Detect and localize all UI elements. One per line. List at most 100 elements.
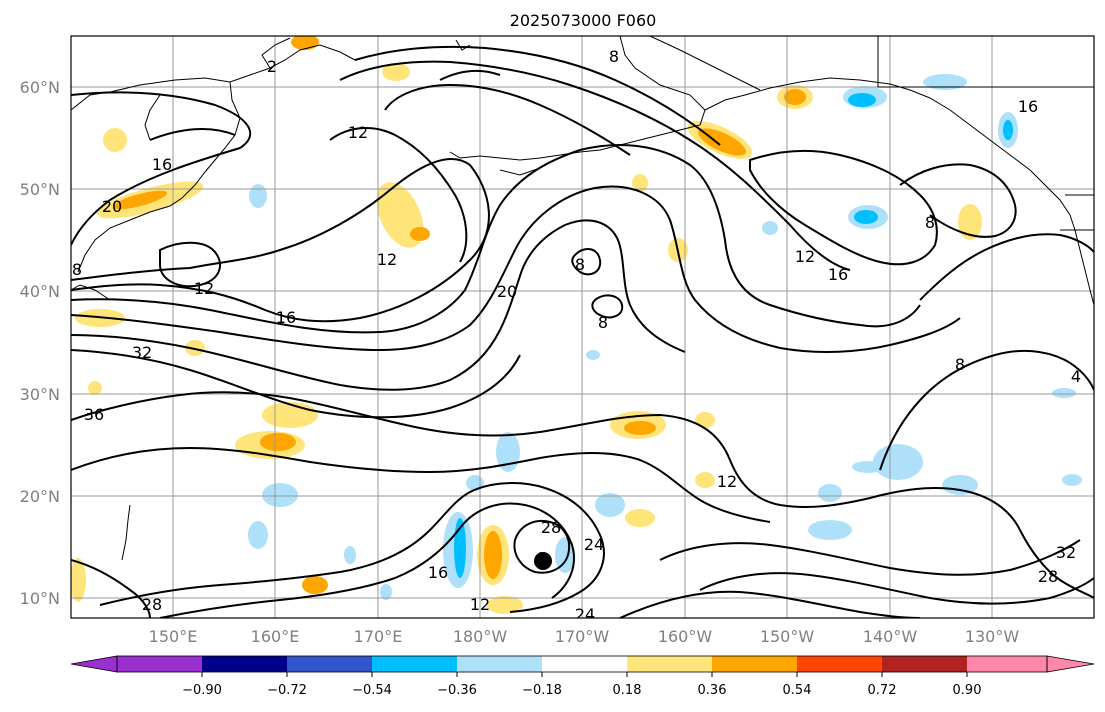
anomaly-patch [262, 402, 318, 428]
lat-label: 40°N [20, 282, 60, 301]
anomaly-patch [376, 182, 424, 248]
anomaly-patch [260, 433, 296, 451]
contour-label: 12 [717, 472, 737, 491]
colorbar-segment [372, 656, 457, 672]
contour-label: 12 [470, 595, 490, 614]
colorbar-segment [202, 656, 287, 672]
anomaly-patch [410, 227, 430, 241]
lon-label: 150°W [760, 627, 815, 646]
colorbar-segment [627, 656, 712, 672]
contour-label: 2 [267, 57, 277, 76]
contour-label: 16 [828, 265, 848, 284]
contour-label: 16 [1018, 97, 1038, 116]
anomaly-patch [487, 596, 523, 614]
map-area: 2 8 16 12 16 20 12 16 8 20 8 8 12 12 8 1… [71, 36, 1094, 618]
anomaly-patch [695, 412, 715, 428]
anomaly-patch [625, 509, 655, 527]
colorbar-segment [117, 656, 202, 672]
anomaly-patch [496, 432, 520, 472]
colorbar-segment [457, 656, 542, 672]
anomaly-patch [1003, 120, 1013, 140]
contour-label: 12 [795, 247, 815, 266]
contour-labels: 2 8 16 12 16 20 12 16 8 20 8 8 12 12 8 1… [72, 47, 1081, 618]
anomaly-patch [698, 128, 746, 156]
colorbar-segment [712, 656, 797, 672]
anomaly-patch [88, 381, 102, 395]
contour-label: 24 [584, 535, 604, 554]
colorbar-tick-label: −0.18 [522, 683, 562, 698]
contour-label: 8 [955, 355, 965, 374]
colorbar: −0.90 −0.72 −0.54 −0.36 −0.18 0.18 0.36 … [70, 655, 1095, 698]
anomaly-patch [632, 174, 648, 192]
lon-label: 160°W [658, 627, 713, 646]
contour-label: 20 [497, 282, 517, 301]
anomaly-patch [854, 210, 878, 224]
anomaly-patch [249, 184, 267, 208]
anomaly-patch [595, 493, 625, 517]
colorbar-tick-label: 0.18 [613, 683, 642, 698]
anomaly-patch [466, 475, 484, 491]
colorbar-tick-label: −0.36 [437, 683, 477, 698]
coastlines [71, 36, 1094, 563]
contour-label: 16 [152, 155, 172, 174]
anomaly-patch [852, 461, 884, 473]
shaded-anomalies [71, 36, 1082, 614]
anomaly-patch [808, 520, 852, 540]
colorbar-segment [287, 656, 372, 672]
colorbar-tick-label: 0.72 [868, 683, 897, 698]
contour-label: 28 [1038, 567, 1058, 586]
lat-label: 20°N [20, 487, 60, 506]
anomaly-patch [112, 190, 168, 210]
colorbar-tick-label: 0.54 [783, 683, 812, 698]
anomaly-patch [624, 421, 656, 435]
anomaly-patch [848, 93, 876, 107]
contour-label: 16 [276, 308, 296, 327]
anomaly-patch [873, 444, 923, 480]
contour-label: 20 [102, 197, 122, 216]
contour-label: 8 [72, 260, 82, 279]
contour-label: 32 [132, 343, 152, 362]
anomaly-patch [1052, 388, 1076, 398]
anomaly-patch [262, 483, 298, 507]
storm-center-marker [534, 552, 552, 570]
anomaly-patch [942, 475, 978, 495]
lat-label: 10°N [20, 589, 60, 608]
anomaly-patch [302, 576, 328, 594]
anomaly-patch [958, 204, 982, 240]
lon-label: 180°W [453, 627, 508, 646]
anomaly-patch [382, 63, 410, 81]
height-contours [71, 45, 1094, 618]
map-title: 2025073000 F060 [510, 11, 657, 30]
anomaly-patch [923, 74, 967, 90]
contour-label: 12 [194, 279, 214, 298]
map-frame [70, 35, 1095, 619]
colorbar-high-extension [1046, 655, 1095, 673]
lon-label: 150°E [149, 627, 198, 646]
colorbar-frame [116, 655, 1048, 673]
anomaly-patch [586, 350, 600, 360]
lat-label: 30°N [20, 385, 60, 404]
lon-label: 130°W [965, 627, 1020, 646]
anomaly-patch [185, 340, 205, 356]
colorbar-ticks [201, 672, 968, 677]
lon-label: 170°W [555, 627, 610, 646]
contour-label: 36 [84, 405, 104, 424]
contour-label: 16 [428, 563, 448, 582]
longitude-axis: 150°E 160°E 170°E 180°W 170°W 160°W 150°… [149, 627, 1020, 646]
anomaly-patch [784, 89, 806, 105]
anomaly-patch [248, 521, 268, 549]
anomaly-patch [762, 221, 778, 235]
contour-label: 28 [541, 518, 561, 537]
colorbar-segment [882, 656, 967, 672]
colorbar-tick-label: −0.72 [267, 683, 307, 698]
anomaly-patch [103, 128, 127, 152]
contour-label: 12 [377, 250, 397, 269]
contour-label: 8 [925, 213, 935, 232]
lon-label: 160°E [251, 627, 300, 646]
colorbar-tick-label: −0.90 [182, 683, 222, 698]
colorbar-tick-label: 0.36 [698, 683, 727, 698]
lat-label: 60°N [20, 78, 60, 97]
anomaly-patch [484, 531, 502, 579]
colorbar-tick-label: −0.54 [352, 683, 392, 698]
